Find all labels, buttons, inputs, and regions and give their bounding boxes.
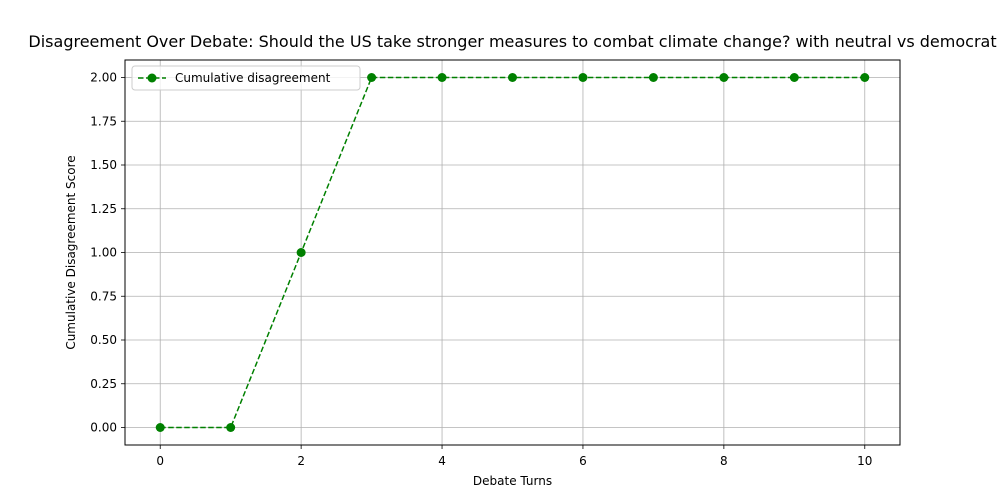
data-point: [226, 423, 236, 432]
x-tick-label: 6: [579, 454, 587, 468]
y-tick-label: 0.75: [90, 289, 117, 303]
y-tick-label: 2.00: [90, 71, 117, 85]
data-point: [860, 73, 870, 82]
y-tick-label: 0.00: [90, 421, 117, 435]
data-point: [648, 73, 658, 82]
data-point: [437, 73, 447, 82]
legend-marker: [147, 73, 157, 83]
series-layer: [155, 73, 870, 432]
x-tick-label: 0: [156, 454, 164, 468]
legend: Cumulative disagreement: [131, 65, 361, 91]
x-tick-label: 2: [297, 454, 305, 468]
x-axis-label: Debate Turns: [473, 474, 552, 488]
ticks: 0 2 4 6 8 10 0.00 0.25 0.50 0.75 1.00 1.25 1.50 1.75 2…: [90, 71, 872, 469]
data-point: [719, 73, 729, 82]
y-tick-label: 1.25: [90, 202, 117, 216]
data-point: [508, 73, 517, 82]
y-tick-label: 0.25: [90, 377, 117, 391]
data-point: [578, 73, 588, 82]
data-point: [367, 73, 377, 82]
y-axis-label: Cumulative Disagreement Score: [64, 155, 78, 349]
y-tick-label: 1.75: [90, 114, 117, 128]
x-tick-label: 10: [857, 454, 872, 468]
x-tick-label: 8: [720, 454, 728, 468]
data-point: [789, 73, 799, 82]
data-point: [155, 423, 165, 432]
legend-label: Cumulative disagreement: [175, 71, 331, 85]
legend-box: [131, 65, 361, 91]
y-tick-label: 0.50: [90, 333, 117, 347]
x-tick-label: 4: [438, 454, 446, 468]
data-point: [296, 248, 306, 257]
y-tick-label: 1.50: [90, 158, 117, 172]
chart-title: Disagreement Over Debate: Should the US …: [28, 32, 996, 51]
y-tick-label: 1.00: [90, 246, 117, 260]
